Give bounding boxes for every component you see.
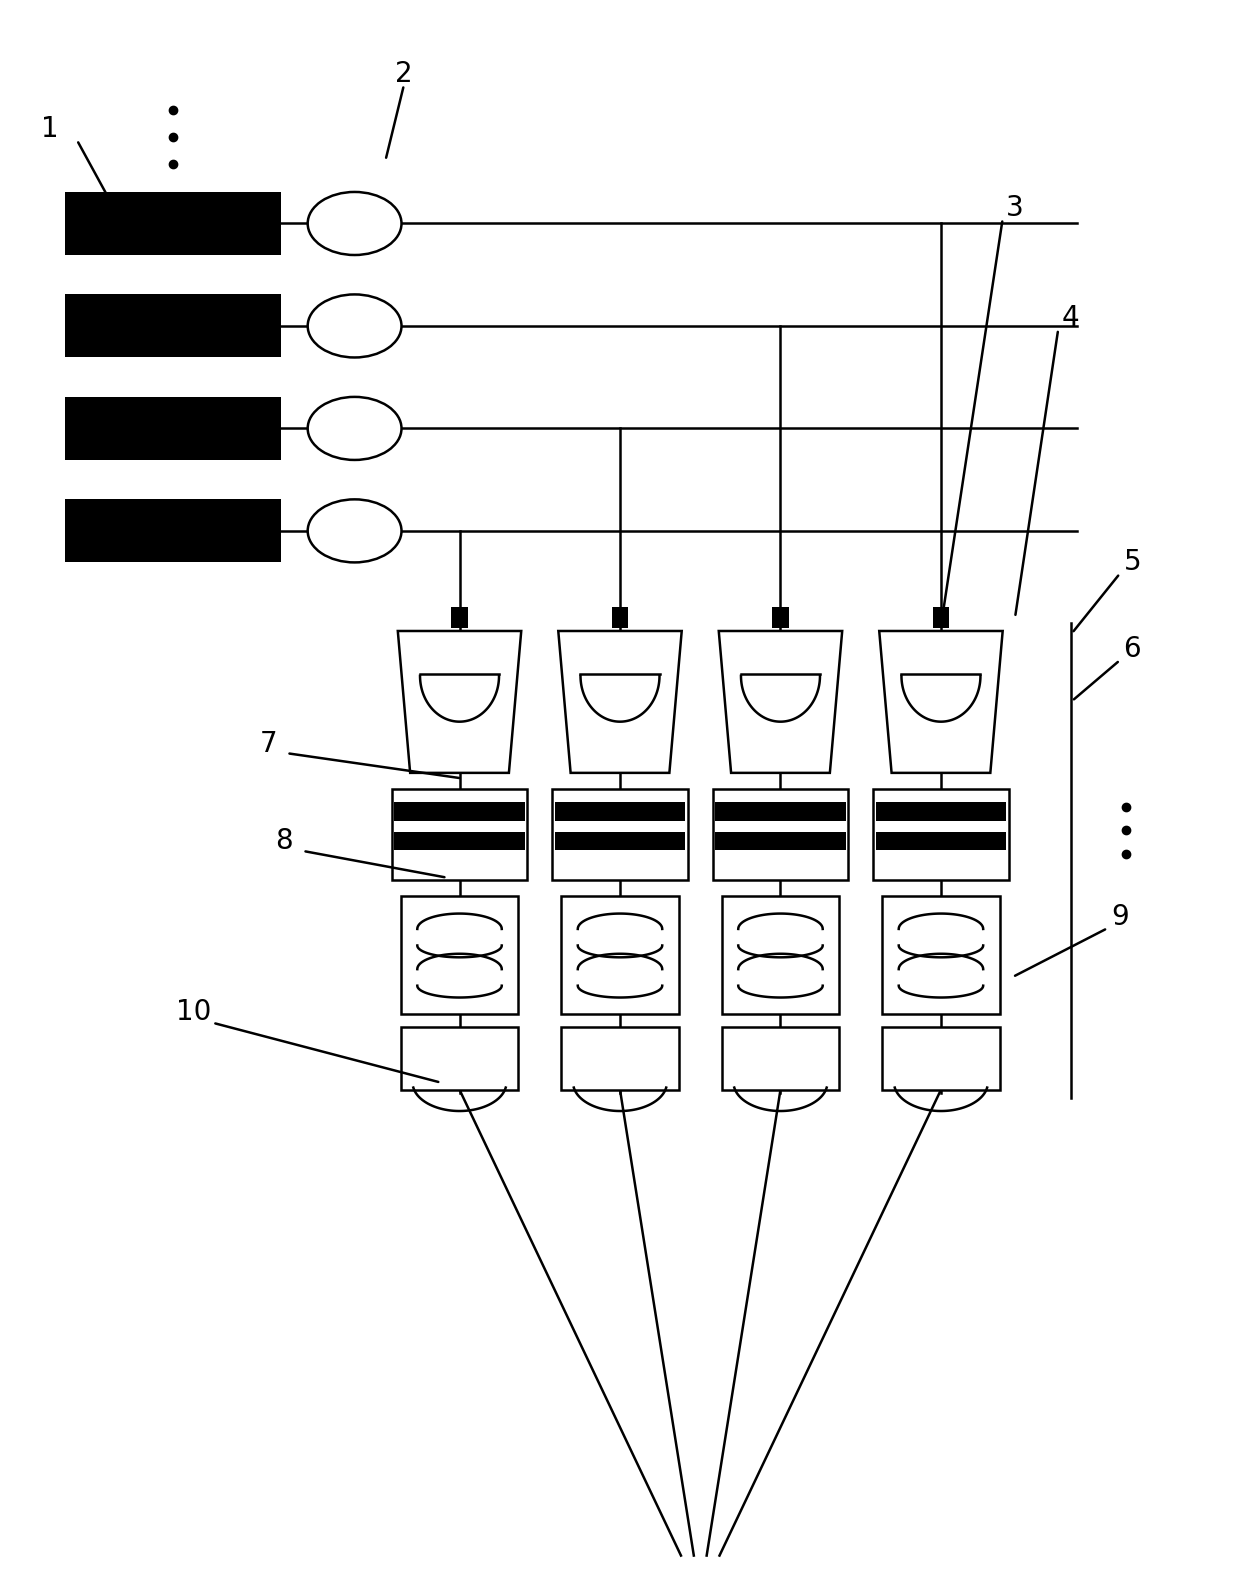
Bar — [873, 789, 1009, 880]
Polygon shape — [879, 631, 1003, 774]
Bar — [883, 895, 999, 1014]
Bar — [64, 500, 280, 563]
Bar — [562, 1027, 678, 1090]
Bar — [875, 802, 1007, 821]
Polygon shape — [398, 631, 521, 774]
Text: 4: 4 — [1061, 304, 1079, 332]
Bar — [713, 789, 848, 880]
Text: 1: 1 — [41, 115, 58, 142]
Bar — [883, 1027, 999, 1090]
Bar — [451, 607, 467, 628]
Text: 2: 2 — [396, 60, 413, 87]
Bar — [64, 191, 280, 255]
Ellipse shape — [308, 191, 402, 255]
Ellipse shape — [308, 397, 402, 460]
Text: 10: 10 — [176, 998, 212, 1025]
Text: 9: 9 — [1111, 903, 1128, 932]
Bar — [613, 607, 627, 628]
Bar — [394, 832, 525, 850]
Ellipse shape — [308, 294, 402, 358]
Text: 3: 3 — [1006, 193, 1024, 221]
Bar — [562, 895, 678, 1014]
Text: 8: 8 — [275, 827, 293, 856]
Bar — [932, 607, 949, 628]
Bar — [394, 802, 525, 821]
Bar — [722, 1027, 839, 1090]
Bar — [773, 607, 789, 628]
Bar — [401, 895, 518, 1014]
Text: 7: 7 — [259, 729, 277, 758]
Bar — [554, 802, 686, 821]
Bar — [401, 1027, 518, 1090]
Bar — [392, 789, 527, 880]
Ellipse shape — [308, 500, 402, 563]
Bar — [722, 895, 839, 1014]
Bar — [554, 832, 686, 850]
Bar — [875, 832, 1007, 850]
Bar — [715, 832, 846, 850]
Polygon shape — [719, 631, 842, 774]
Text: 6: 6 — [1123, 634, 1141, 663]
Text: 5: 5 — [1123, 549, 1141, 576]
Polygon shape — [558, 631, 682, 774]
Bar — [552, 789, 688, 880]
Bar — [715, 802, 846, 821]
Bar — [64, 397, 280, 460]
Bar — [64, 294, 280, 358]
